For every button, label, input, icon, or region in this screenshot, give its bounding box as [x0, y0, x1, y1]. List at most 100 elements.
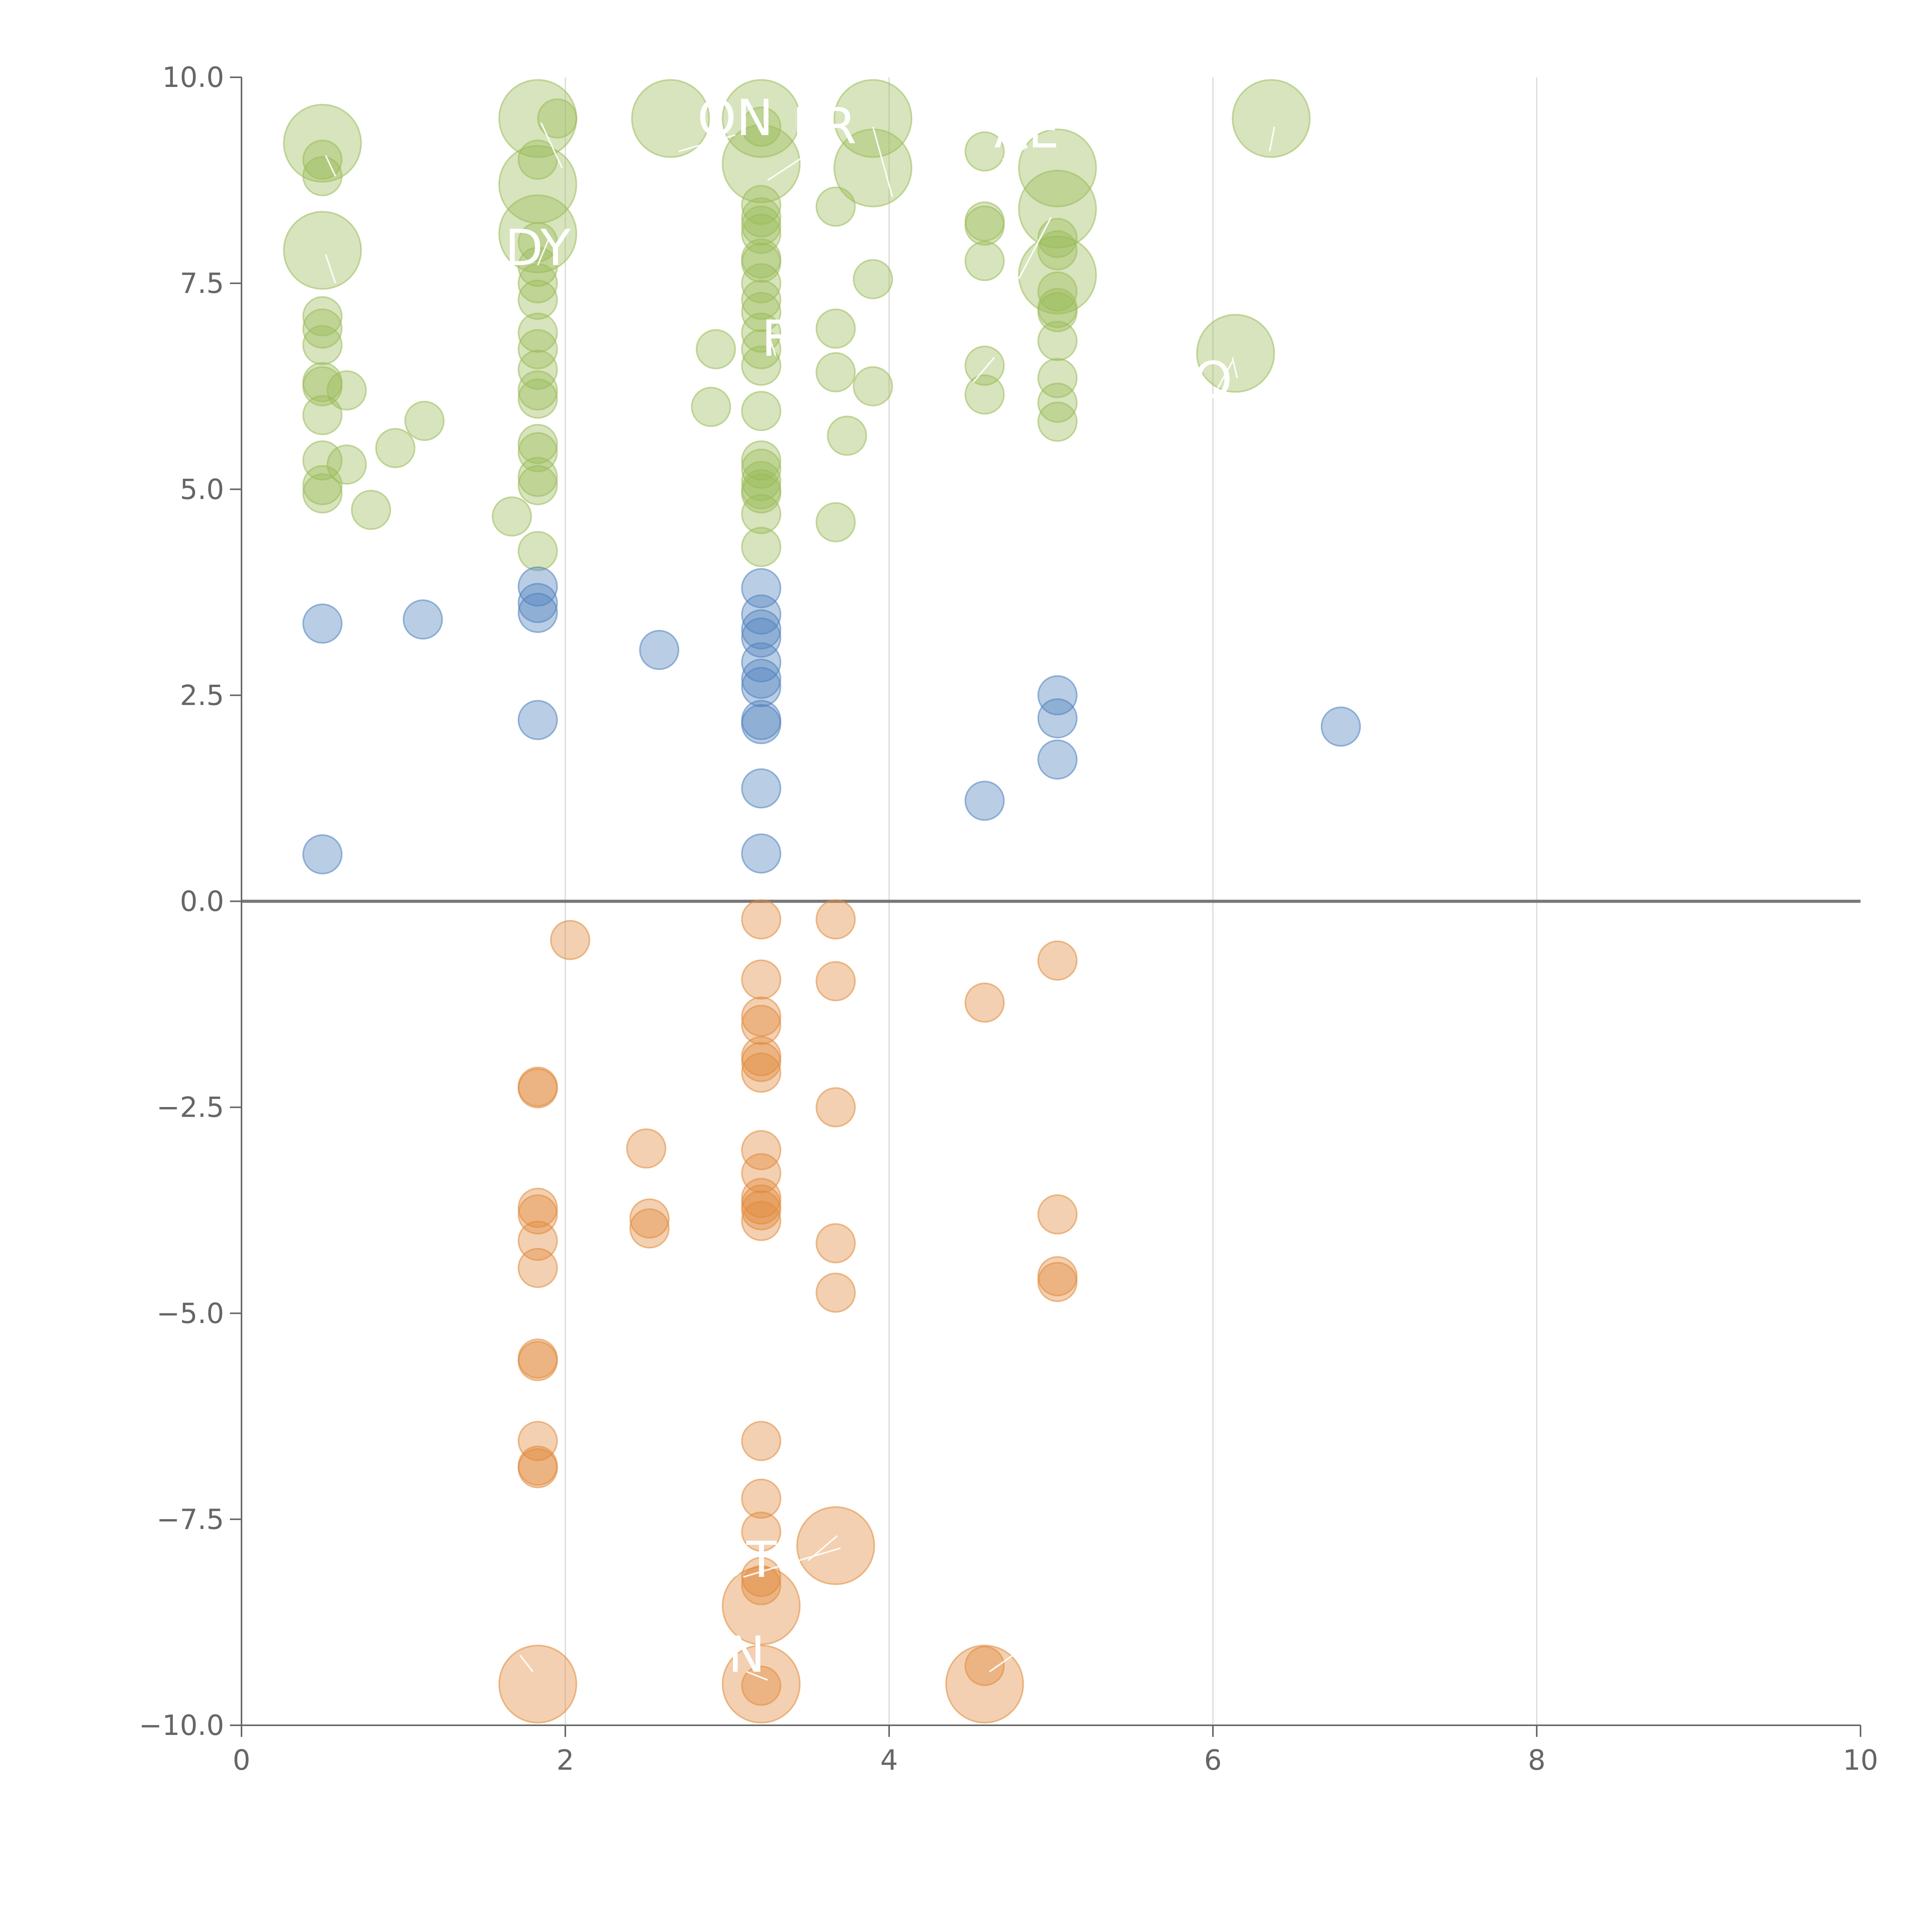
- bubble-point: [741, 1153, 781, 1194]
- bubble-point: [517, 583, 558, 623]
- bubble-annotation-label: AE: [994, 102, 1059, 159]
- bubble-point: [302, 473, 343, 514]
- label-leader-line: [1269, 126, 1276, 152]
- y-tick-label: −7.5: [156, 1503, 224, 1536]
- y-tick-label: −2.5: [156, 1091, 224, 1124]
- bubble-point: [517, 370, 558, 411]
- bubble-point: [517, 1341, 558, 1381]
- bubble-point: [639, 630, 680, 670]
- bubble-point: [403, 599, 443, 640]
- bubble-point: [964, 345, 1005, 386]
- bubble-point: [964, 241, 1005, 281]
- bubble-point: [741, 594, 781, 635]
- bubble-point: [517, 378, 558, 419]
- bubble-point: [1037, 292, 1078, 332]
- bubble-point: [741, 263, 781, 304]
- bubble-point: [721, 1566, 801, 1645]
- bubble-point: [741, 440, 781, 481]
- bubble-point: [815, 186, 856, 227]
- bubble-point: [1037, 1256, 1078, 1296]
- y-tick-label: 2.5: [180, 679, 224, 711]
- bubble-point: [741, 1665, 781, 1706]
- bubble-point: [1037, 698, 1078, 739]
- label-leader-line: [325, 155, 336, 177]
- bubble-point: [741, 279, 781, 320]
- x-tick-label: 4: [880, 1744, 898, 1776]
- bubble-point: [517, 432, 558, 473]
- bubble-point: [1037, 271, 1078, 312]
- bubble-point: [741, 609, 781, 650]
- bubble-point: [741, 1130, 781, 1170]
- bubble-point: [964, 205, 1005, 246]
- bubble-point: [492, 496, 532, 537]
- bubble-point: [827, 415, 867, 456]
- annotation-leader-line: [743, 1547, 841, 1578]
- bubble-point: [1196, 314, 1275, 393]
- bubble-point: [302, 366, 343, 406]
- bubble-point: [517, 700, 558, 740]
- bubble-annotation-label: F: [762, 310, 790, 368]
- series-mid: [302, 566, 1361, 874]
- bubble-point: [741, 1201, 781, 1241]
- x-tick-label: 2: [556, 1744, 574, 1776]
- bubble-point: [815, 352, 856, 393]
- bubble-point: [741, 448, 781, 489]
- bubble-point: [1037, 401, 1078, 442]
- series-low: [498, 899, 1078, 1724]
- bubble-point: [327, 370, 367, 411]
- y-tick-label: 0.0: [180, 885, 224, 918]
- bubble-point: [815, 308, 856, 349]
- bubble-point: [517, 279, 558, 320]
- annotation-leader-line: [1002, 146, 1027, 161]
- bubble-point: [741, 292, 781, 332]
- bubble-point: [517, 593, 558, 633]
- bubble-point: [741, 197, 781, 238]
- bubble-point: [517, 423, 558, 464]
- bubble-point: [741, 1565, 781, 1605]
- bubble-point: [302, 395, 343, 435]
- bubble-point: [741, 185, 781, 225]
- bubble-point: [696, 329, 736, 369]
- bubble-point: [741, 768, 781, 809]
- annotation-leader-line: [767, 332, 777, 356]
- bubble-point: [302, 296, 343, 337]
- bubble-point: [964, 1646, 1005, 1686]
- bubble-point: [1321, 706, 1361, 747]
- bubble-point: [741, 997, 781, 1037]
- bubble-point: [741, 205, 781, 246]
- bubble-point: [741, 106, 781, 147]
- x-tick-label: 8: [1528, 1744, 1546, 1776]
- bubble-point: [1037, 940, 1078, 981]
- bubble-point: [631, 79, 710, 158]
- bubble-point: [517, 139, 558, 180]
- bubble-point: [964, 781, 1005, 821]
- bubble-point: [964, 131, 1005, 172]
- x-tick-label: 0: [233, 1744, 250, 1776]
- label-leader-line: [1231, 357, 1238, 378]
- bubble-point: [537, 98, 578, 139]
- x-tick-label: 10: [1843, 1744, 1878, 1776]
- annotation-leader-line: [1212, 361, 1233, 398]
- bubble-point: [741, 1005, 781, 1045]
- bubble-point: [517, 1448, 558, 1488]
- series-high: [283, 79, 1311, 571]
- bubble-point: [404, 401, 445, 441]
- label-leader-line: [989, 1650, 1019, 1673]
- label-leader-line: [540, 122, 563, 168]
- bubble-annotation-label: O: [1194, 351, 1233, 409]
- bubble-point: [741, 1190, 781, 1231]
- bubble-point: [721, 79, 801, 158]
- bubble-point: [815, 502, 856, 543]
- bubble-point: [517, 531, 558, 571]
- bubble-annotation-label: N: [728, 1626, 765, 1684]
- bubble-point: [815, 1087, 856, 1128]
- bubble-point: [517, 313, 558, 353]
- annotation-leader-line: [537, 238, 550, 265]
- bubble-point: [498, 1645, 577, 1724]
- bubble-point: [1037, 1262, 1078, 1302]
- y-tick-label: 7.5: [180, 267, 224, 299]
- bubble-point: [375, 428, 416, 468]
- y-tick-label: 10.0: [162, 61, 224, 94]
